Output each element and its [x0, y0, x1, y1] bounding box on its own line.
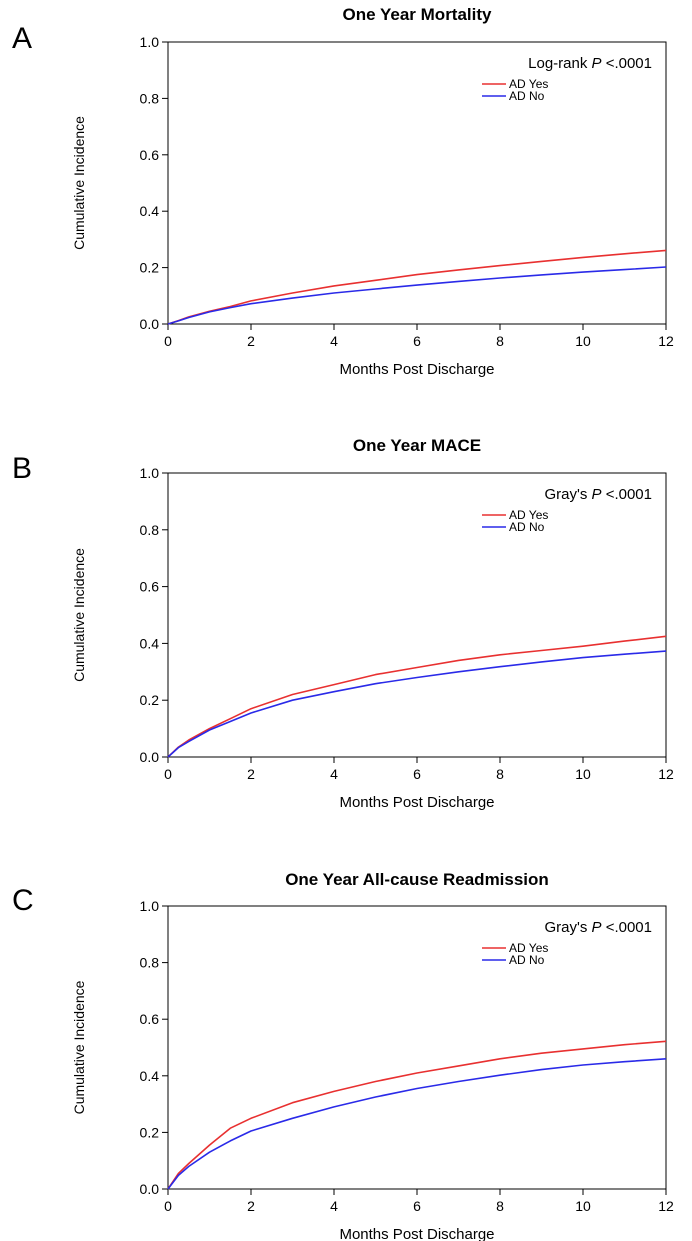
x-tick-label: 4	[330, 1198, 338, 1214]
x-tick-label: 6	[413, 1198, 421, 1214]
legend-entry: AD Yes	[509, 508, 548, 522]
x-tick-label: 12	[658, 333, 674, 349]
y-tick-label: 0.2	[140, 692, 160, 708]
y-tick-label: 0.8	[140, 522, 160, 538]
y-tick-label: 0.4	[140, 635, 160, 651]
panel-letter: B	[12, 452, 32, 485]
plot-frame	[167, 472, 667, 758]
chart-title: One Year Mortality	[343, 5, 493, 24]
y-tick-label: 1.0	[140, 465, 160, 481]
y-tick-label: 0.6	[140, 579, 160, 595]
series-line-ad-no	[167, 266, 667, 325]
x-tick-label: 10	[575, 333, 591, 349]
legend-stat-p: P	[592, 55, 602, 72]
y-tick-label: 0.6	[140, 147, 160, 163]
x-tick-label: 6	[413, 333, 421, 349]
panel-letter: A	[12, 22, 32, 55]
x-tick-label: 12	[658, 766, 674, 782]
chart-title: One Year MACE	[353, 436, 481, 455]
y-tick-label: 0.2	[140, 1124, 160, 1140]
legend-stat-label: Log-rank	[528, 55, 591, 72]
x-axis-label: Months Post Discharge	[339, 361, 494, 378]
x-axis-label: Months Post Discharge	[339, 794, 494, 811]
y-axis-label: Cumulative Incidence	[71, 116, 87, 250]
x-tick-label: 10	[575, 1198, 591, 1214]
legend-entry: AD No	[509, 520, 545, 534]
legend-stat-label: Gray's	[544, 486, 591, 503]
x-tick-label: 12	[658, 1198, 674, 1214]
y-tick-label: 0.8	[140, 90, 160, 106]
x-tick-label: 6	[413, 766, 421, 782]
y-tick-label: 0.0	[140, 1181, 160, 1197]
series-line-ad-no	[167, 650, 667, 758]
y-tick-label: 0.0	[140, 749, 160, 765]
series-line-ad-yes	[167, 249, 667, 325]
legend-entry: AD No	[509, 89, 545, 103]
legend-entry: AD Yes	[509, 77, 548, 91]
series-line-ad-yes	[167, 635, 667, 758]
panel-c: C One Year All-cause Readmission 0.0 0.2 0.4…	[12, 870, 674, 1241]
y-tick-label: 1.0	[140, 34, 160, 50]
legend-entry: AD No	[509, 953, 545, 967]
legend-stat: Gray's P <.0001	[544, 486, 652, 503]
x-axis-label: Months Post Discharge	[339, 1226, 494, 1241]
y-axis-label: Cumulative Incidence	[71, 980, 87, 1114]
panel-letter: C	[12, 884, 34, 917]
x-tick-label: 0	[164, 333, 172, 349]
x-tick-label: 4	[330, 333, 338, 349]
legend-stat: Log-rank P <.0001	[528, 55, 652, 72]
x-tick-label: 0	[164, 766, 172, 782]
x-tick-label: 10	[575, 766, 591, 782]
x-tick-label: 2	[247, 766, 255, 782]
legend-stat: Gray's P <.0001	[544, 919, 652, 936]
plot-frame	[167, 41, 667, 325]
legend-stat-value: <.0001	[602, 55, 652, 72]
y-axis-label: Cumulative Incidence	[71, 548, 87, 682]
x-tick-label: 2	[247, 333, 255, 349]
x-tick-label: 4	[330, 766, 338, 782]
x-tick-label: 8	[496, 333, 504, 349]
legend-stat-label: Gray's	[544, 919, 591, 936]
legend-stat-value: <.0001	[602, 919, 652, 936]
y-tick-label: 0.4	[140, 1068, 160, 1084]
x-tick-label: 8	[496, 1198, 504, 1214]
legend-stat-p: P	[592, 919, 602, 936]
series-line-ad-yes	[167, 1040, 667, 1190]
y-tick-label: 0.2	[140, 260, 160, 276]
y-tick-label: 0.0	[140, 316, 160, 332]
x-tick-label: 2	[247, 1198, 255, 1214]
legend-stat-p: P	[592, 486, 602, 503]
y-tick-label: 1.0	[140, 898, 160, 914]
panel-b: B One Year MACE 0.0 0.2 0.4 0.6 0.8 1.0 0 2 4 6 8 10 1…	[12, 436, 674, 811]
legend-stat-value: <.0001	[602, 486, 652, 503]
chart-title: One Year All-cause Readmission	[285, 870, 549, 889]
y-tick-label: 0.4	[140, 203, 160, 219]
panel-a: A One Year Mortality 0.0 0.2 0.4 0.6 0.8 1.0 0 2 4…	[12, 5, 674, 378]
legend-entry: AD Yes	[509, 941, 548, 955]
y-tick-label: 0.6	[140, 1011, 160, 1027]
y-tick-label: 0.8	[140, 955, 160, 971]
x-tick-label: 0	[164, 1198, 172, 1214]
series-line-ad-no	[167, 1058, 667, 1190]
x-tick-label: 8	[496, 766, 504, 782]
